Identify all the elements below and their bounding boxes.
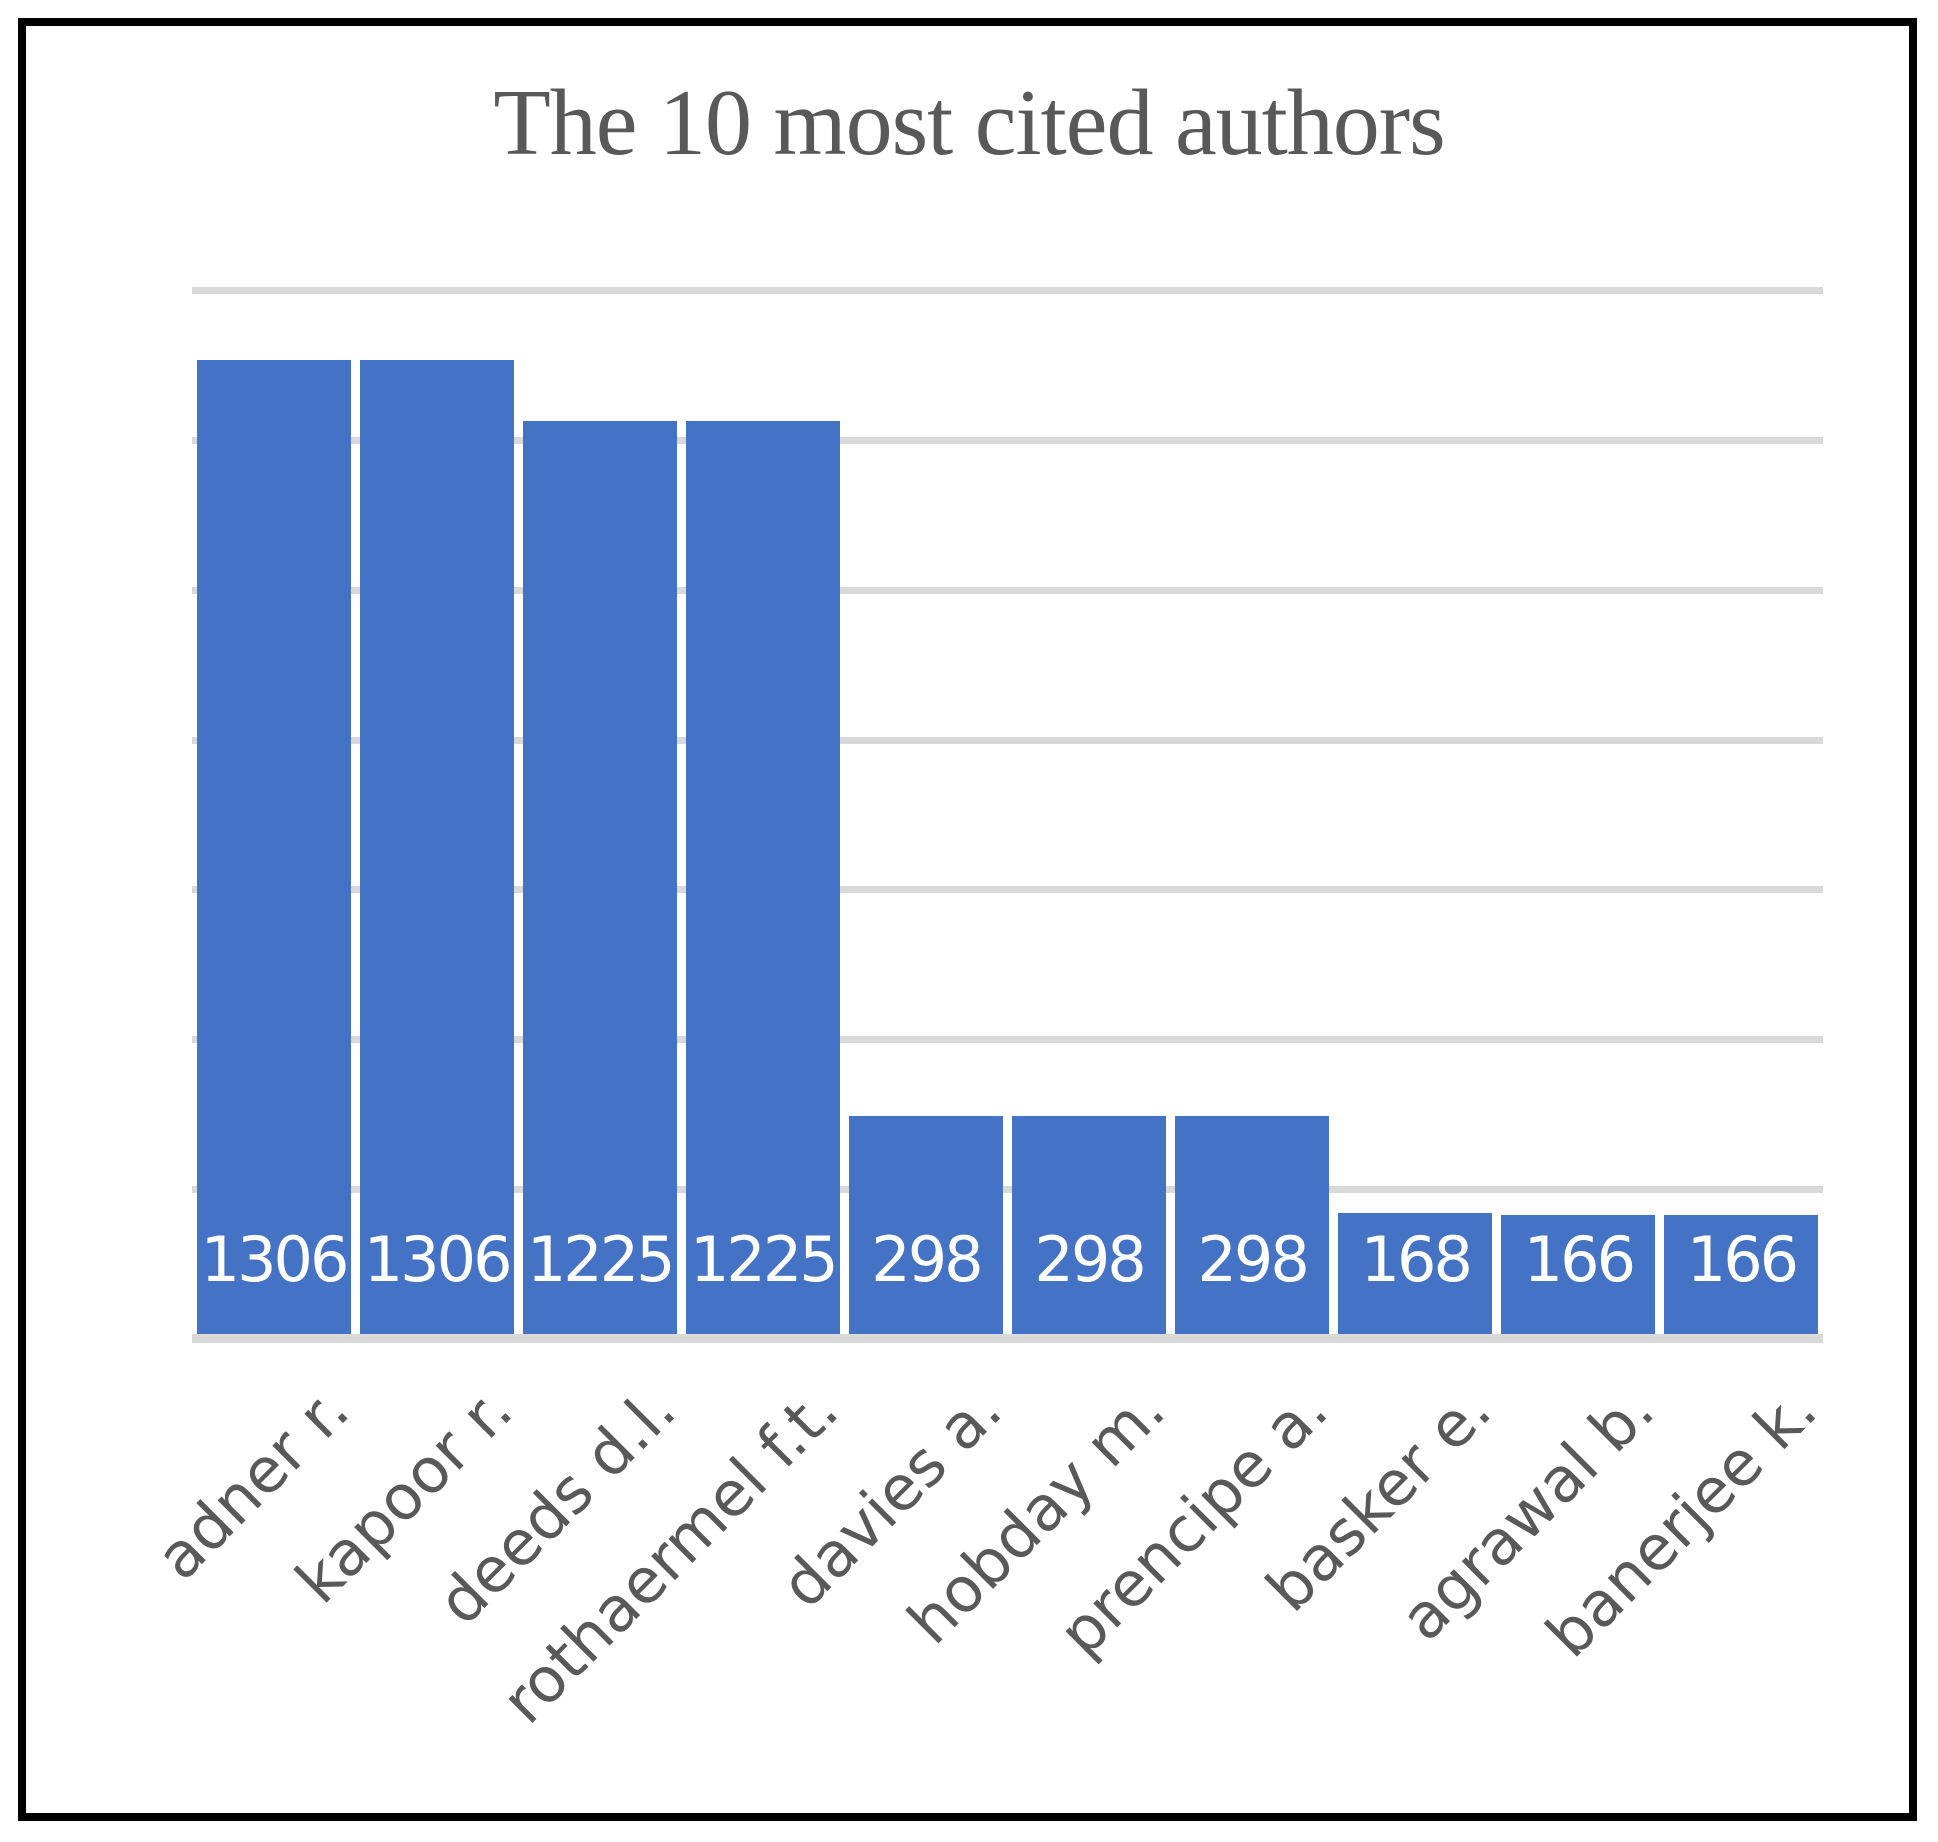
gridline	[192, 287, 1823, 294]
plot-area: 1306 1306 1225 1225 298 298 298 168 166 166	[192, 287, 1823, 1343]
axis-baseline	[192, 1334, 1823, 1343]
gridline	[192, 1036, 1823, 1044]
bar-value-label: 298	[1034, 1223, 1146, 1296]
bar-value-label: 166	[1686, 1223, 1799, 1296]
bar-value-label: 1225	[526, 1223, 676, 1296]
bar-value-label: 1225	[689, 1223, 839, 1296]
bar-value-label: 168	[1360, 1223, 1473, 1296]
bar-value-label: 166	[1523, 1223, 1636, 1296]
bar: 168	[1338, 1213, 1493, 1339]
gridline	[192, 1186, 1823, 1194]
bar: 166	[1664, 1214, 1819, 1339]
bar-value-label: 298	[1197, 1223, 1309, 1296]
bar-value-label: 298	[871, 1223, 983, 1296]
gridline	[192, 436, 1823, 444]
bar: 1306	[196, 360, 351, 1339]
bar: 166	[1501, 1214, 1656, 1339]
bar: 1225	[522, 421, 677, 1339]
bar: 1225	[685, 421, 840, 1339]
bar: 298	[1012, 1115, 1167, 1339]
gridline	[192, 736, 1823, 744]
bar-value-label: 1306	[200, 1223, 350, 1296]
bar: 298	[1175, 1115, 1330, 1339]
bar: 1306	[359, 360, 514, 1339]
bar: 298	[848, 1115, 1003, 1339]
chart-title: The 10 most cited authors	[493, 71, 1445, 175]
gridline	[192, 886, 1823, 894]
gridline	[192, 586, 1823, 594]
bar-value-label: 1306	[363, 1223, 513, 1296]
